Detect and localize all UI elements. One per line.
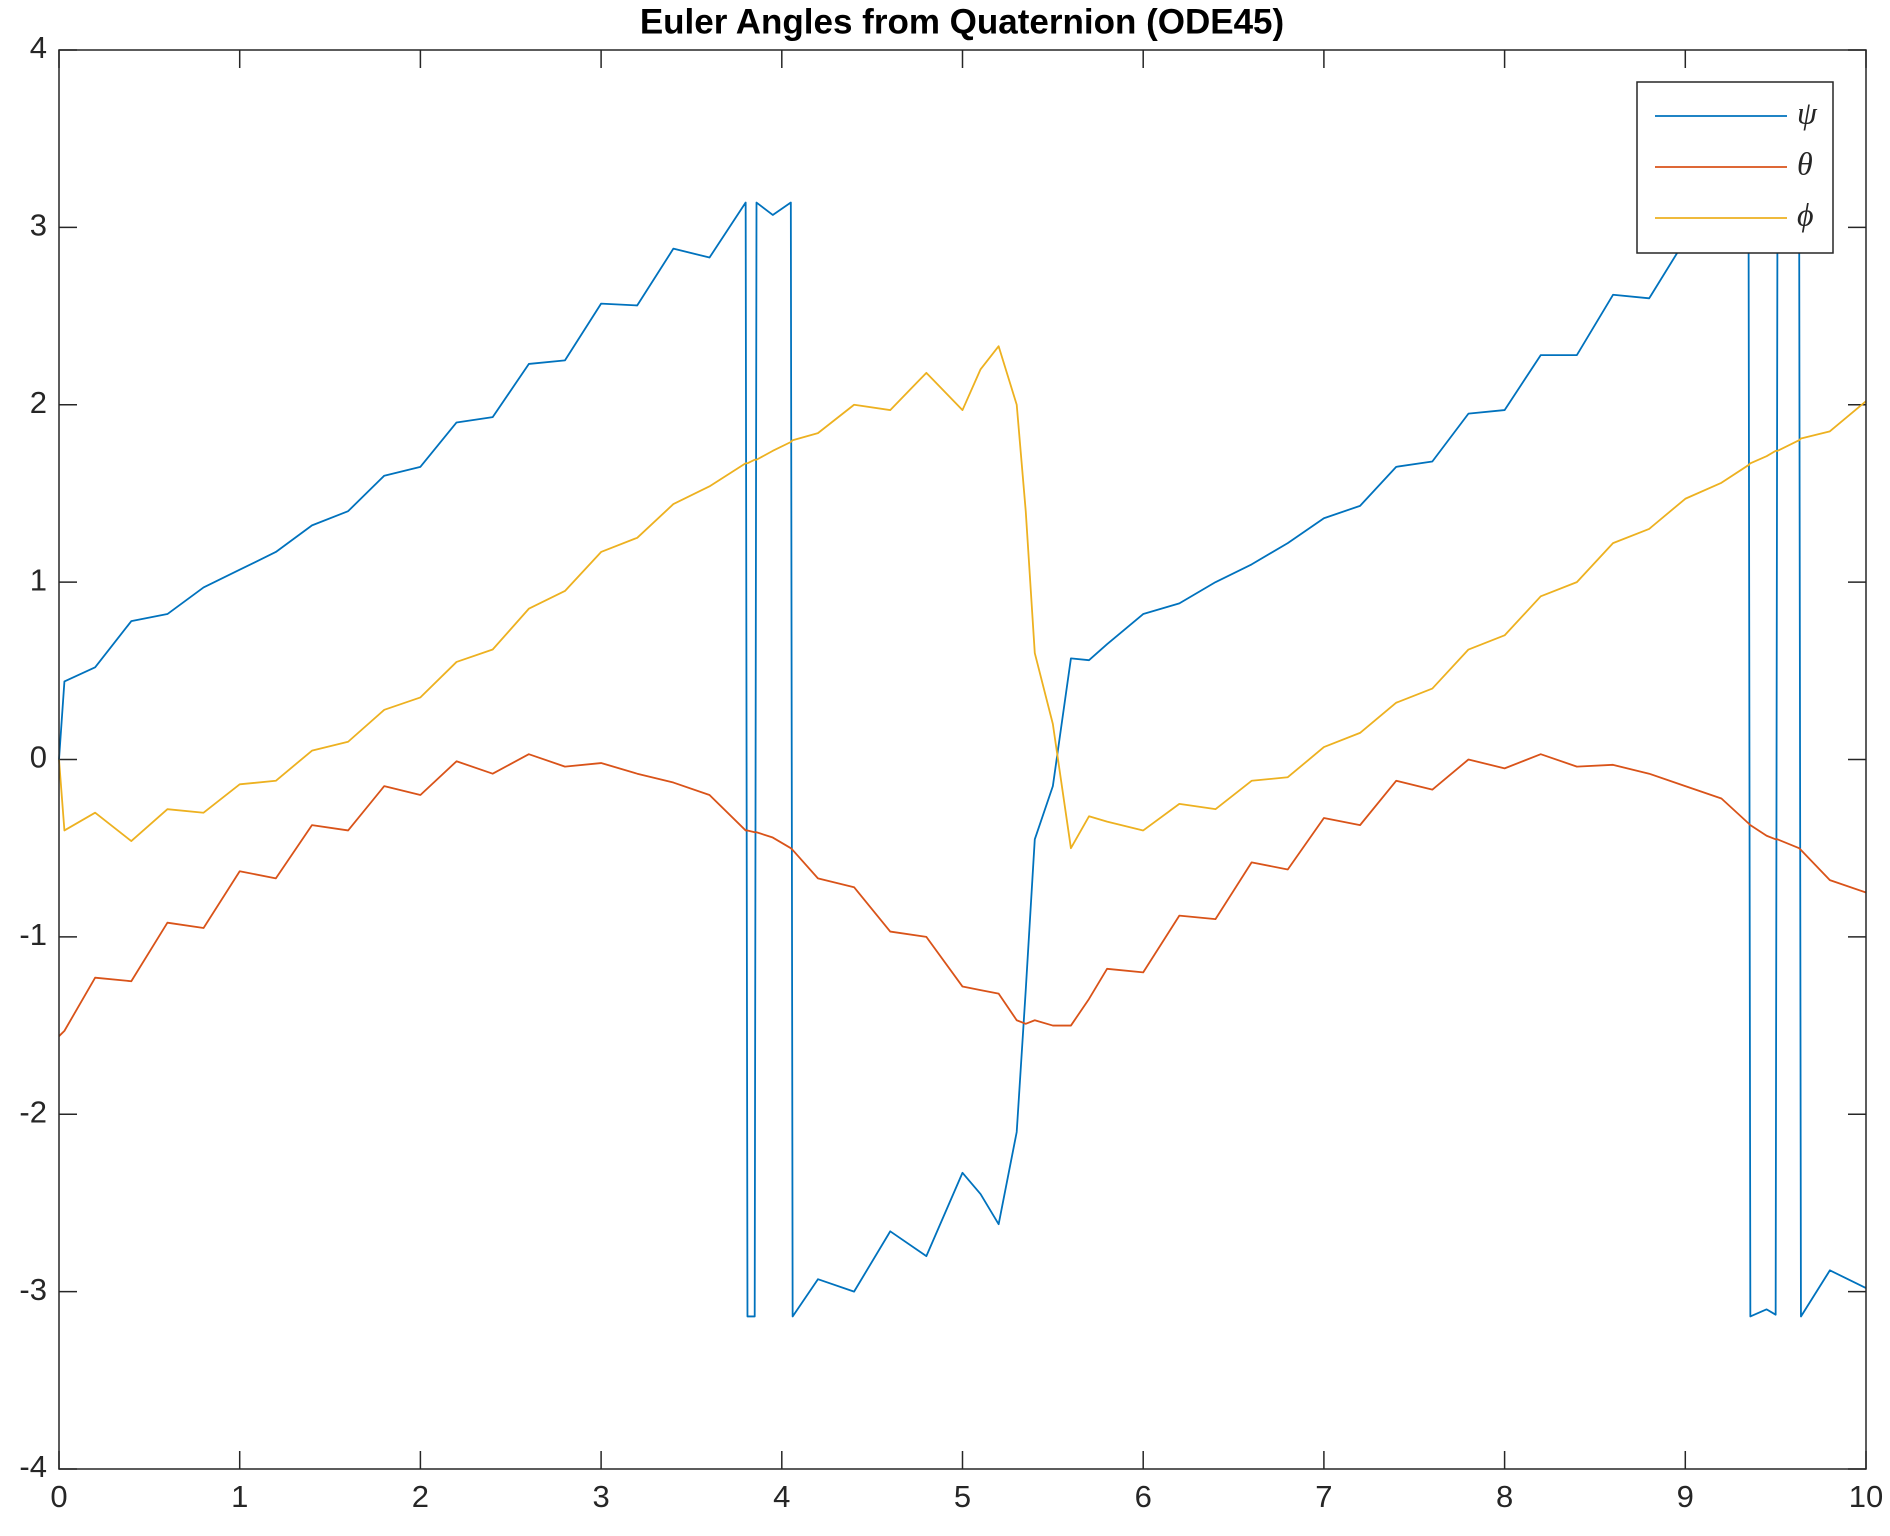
axes-box — [58, 49, 1867, 1470]
y-tick-label: 3 — [30, 208, 47, 243]
plot-area — [59, 50, 1866, 1469]
y-tick-label: 4 — [30, 30, 47, 65]
chart-title: Euler Angles from Quaternion (ODE45) — [640, 2, 1284, 41]
x-tick-label: 0 — [50, 1479, 67, 1514]
x-tick-label: 4 — [773, 1479, 790, 1514]
legend-label: θ — [1797, 145, 1813, 181]
x-tick-label: 6 — [1135, 1479, 1152, 1514]
x-tick-label: 1 — [231, 1479, 248, 1514]
y-tick-label: 0 — [30, 740, 47, 775]
series-line — [58, 753, 1867, 1037]
y-tick-label: 1 — [30, 562, 47, 597]
y-tick-label: -1 — [19, 917, 47, 952]
x-tick-label: 10 — [1849, 1479, 1883, 1514]
series-line — [58, 345, 1867, 850]
y-tick-label: -3 — [19, 1272, 47, 1307]
y-tick-label: -2 — [19, 1094, 47, 1129]
x-tick-label: 5 — [954, 1479, 971, 1514]
y-tick-label: 2 — [30, 385, 47, 420]
series-line — [58, 201, 1867, 1318]
x-tick-label: 8 — [1496, 1479, 1513, 1514]
x-tick-label: 9 — [1677, 1479, 1694, 1514]
legend-label: ψ — [1797, 94, 1818, 130]
y-tick-label: -4 — [19, 1449, 47, 1484]
legend-label: ϕ — [1797, 196, 1814, 232]
x-tick-label: 3 — [592, 1479, 609, 1514]
x-tick-label: 2 — [412, 1479, 429, 1514]
x-tick-label: 7 — [1315, 1479, 1332, 1514]
